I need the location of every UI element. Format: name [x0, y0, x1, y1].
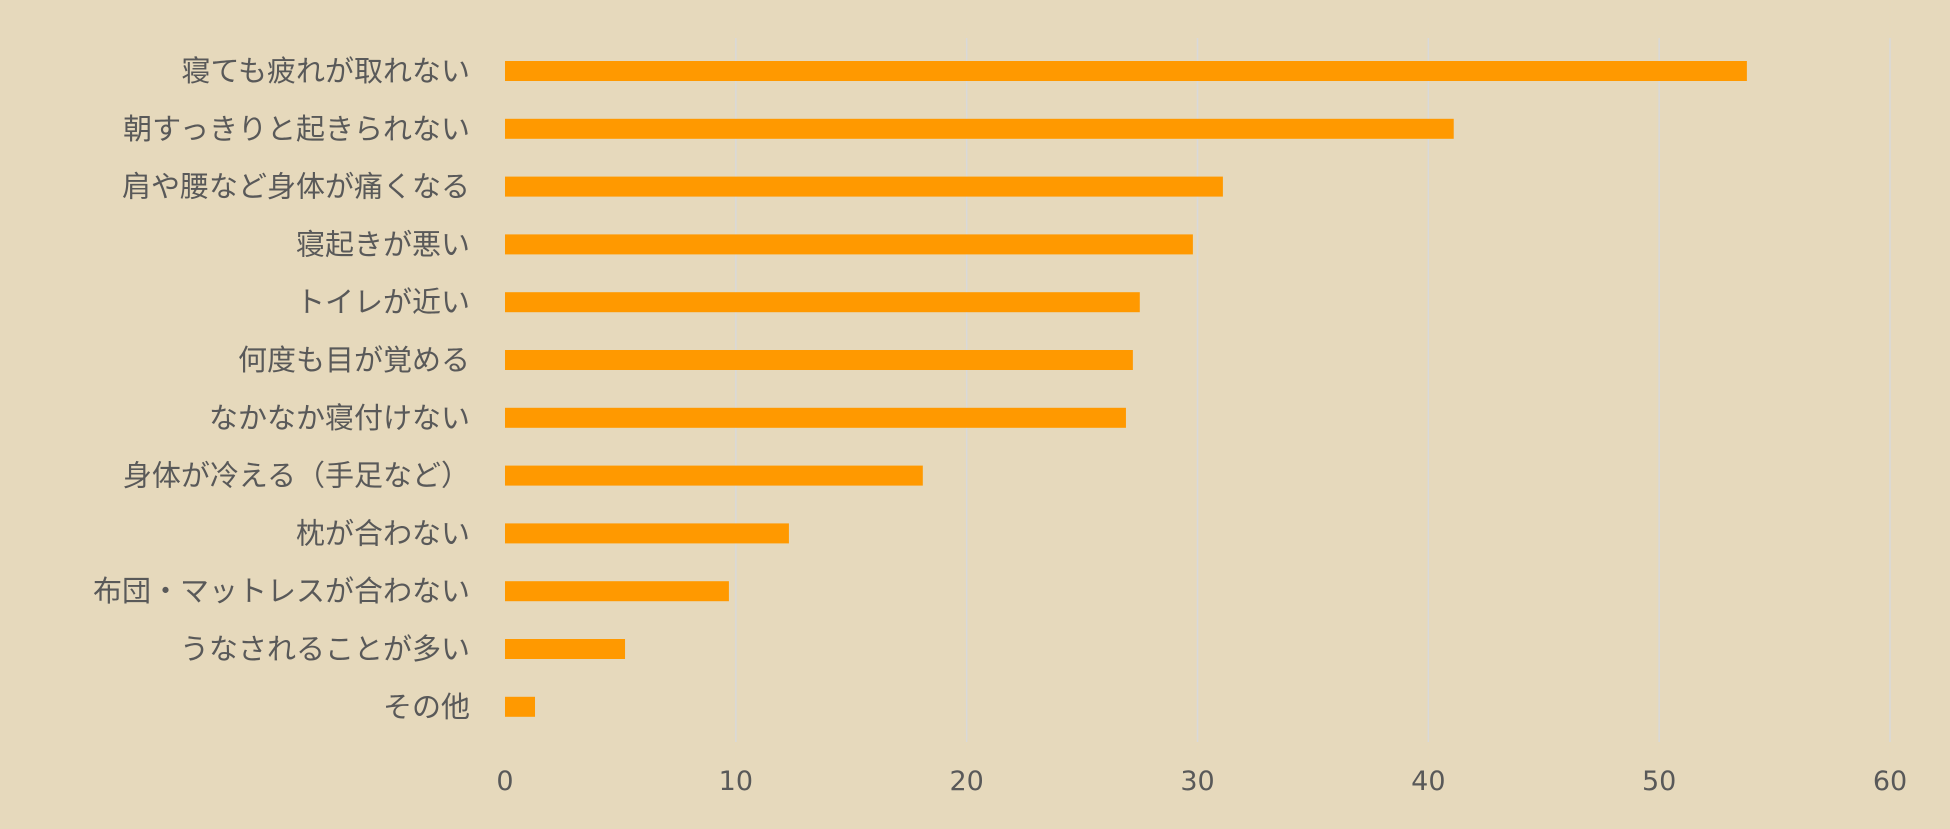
category-label: うなされることが多い — [180, 632, 470, 666]
x-tick-label: 60 — [1873, 766, 1907, 797]
gridlines — [736, 38, 1890, 742]
bar — [505, 234, 1193, 254]
category-label: 何度も目が覚める — [238, 343, 470, 377]
bars — [505, 61, 1747, 717]
category-label: 身体が冷える（手足など） — [123, 459, 470, 493]
category-label: その他 — [383, 690, 470, 724]
category-label: トイレが近い — [296, 285, 470, 319]
category-label: なかなか寝付けない — [209, 401, 470, 435]
bar — [505, 466, 923, 486]
x-tick-label: 0 — [496, 766, 513, 797]
x-tick-label: 20 — [949, 766, 983, 797]
bar — [505, 61, 1747, 81]
x-tick-label: 40 — [1411, 766, 1445, 797]
bar — [505, 292, 1140, 312]
category-label: 枕が合わない — [296, 516, 470, 550]
x-tick-label: 50 — [1642, 766, 1676, 797]
bar — [505, 697, 535, 717]
category-label: 肩や腰など身体が痛くなる — [122, 170, 470, 204]
category-label: 寝起きが悪い — [296, 227, 470, 261]
bar — [505, 408, 1126, 428]
bar — [505, 639, 625, 659]
x-tick-label: 10 — [719, 766, 753, 797]
category-labels: 寝ても疲れが取れない朝すっきりと起きられない肩や腰など身体が痛くなる寝起きが悪い… — [93, 54, 470, 724]
x-axis-tick-labels: 0 10 20 30 40 50 60 — [496, 766, 1907, 797]
category-label: 布団・マットレスが合わない — [93, 574, 470, 608]
bar — [505, 350, 1133, 370]
x-tick-label: 30 — [1180, 766, 1214, 797]
category-label: 朝すっきりと起きられない — [123, 112, 470, 146]
bar — [505, 581, 729, 601]
bar — [505, 177, 1223, 197]
bar — [505, 119, 1454, 139]
bar — [505, 523, 789, 543]
category-label: 寝ても疲れが取れない — [181, 54, 470, 88]
